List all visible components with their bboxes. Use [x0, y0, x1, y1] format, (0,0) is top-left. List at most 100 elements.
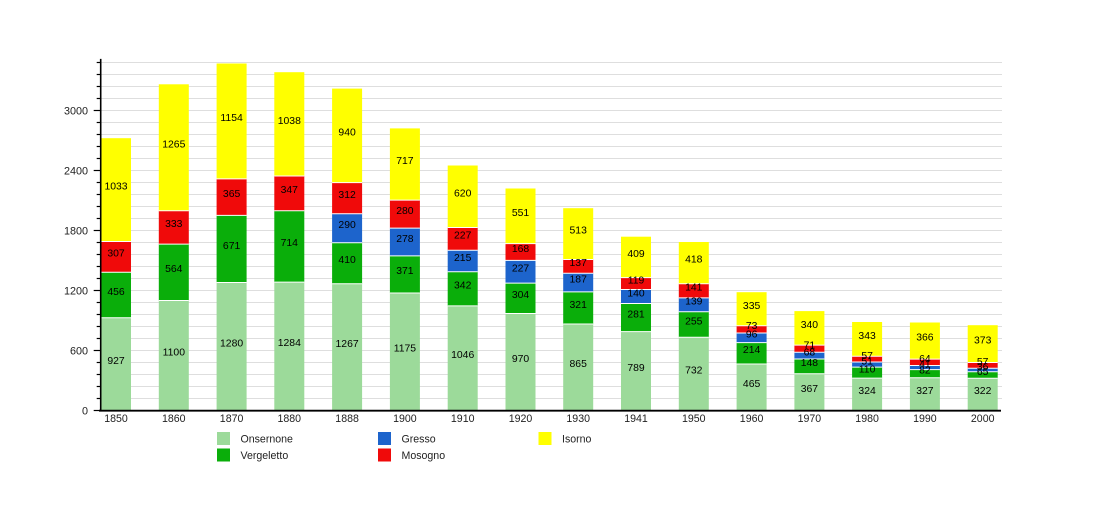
svg-text:1038: 1038	[278, 116, 301, 127]
svg-text:1950: 1950	[682, 413, 706, 425]
svg-text:57: 57	[977, 357, 989, 368]
svg-text:1870: 1870	[220, 413, 244, 425]
svg-text:140: 140	[627, 288, 645, 299]
svg-text:1175: 1175	[394, 344, 417, 355]
svg-text:Vergeletto: Vergeletto	[241, 450, 289, 462]
svg-text:Mosogno: Mosogno	[402, 450, 446, 462]
svg-text:139: 139	[685, 297, 703, 308]
svg-text:1850: 1850	[104, 413, 128, 425]
svg-text:1970: 1970	[798, 413, 822, 425]
svg-text:1960: 1960	[740, 413, 764, 425]
svg-text:168: 168	[512, 244, 530, 255]
svg-text:65: 65	[977, 367, 989, 378]
svg-text:343: 343	[858, 331, 876, 342]
svg-text:2400: 2400	[64, 165, 88, 177]
svg-text:620: 620	[454, 188, 472, 199]
svg-text:215: 215	[454, 253, 472, 264]
svg-text:1990: 1990	[913, 413, 937, 425]
svg-text:373: 373	[974, 336, 992, 347]
svg-text:304: 304	[512, 290, 530, 301]
svg-text:789: 789	[627, 363, 645, 374]
svg-text:940: 940	[338, 127, 356, 138]
svg-text:1930: 1930	[566, 413, 590, 425]
svg-text:418: 418	[685, 255, 703, 266]
svg-text:1280: 1280	[220, 338, 243, 349]
svg-text:367: 367	[801, 384, 819, 395]
svg-text:187: 187	[570, 274, 588, 285]
svg-text:71: 71	[804, 340, 816, 351]
svg-text:0: 0	[82, 405, 88, 417]
svg-text:312: 312	[338, 190, 356, 201]
svg-text:1888: 1888	[335, 413, 359, 425]
svg-text:324: 324	[858, 386, 876, 397]
svg-text:227: 227	[512, 264, 530, 275]
svg-text:Onsernone: Onsernone	[241, 433, 294, 445]
svg-text:970: 970	[512, 354, 530, 365]
svg-text:307: 307	[107, 249, 125, 260]
svg-text:119: 119	[628, 275, 645, 286]
svg-text:82: 82	[919, 366, 931, 377]
svg-text:281: 281	[627, 309, 645, 320]
svg-text:342: 342	[454, 281, 472, 292]
svg-text:73: 73	[746, 321, 758, 332]
svg-text:64: 64	[919, 354, 931, 365]
svg-text:1284: 1284	[278, 338, 301, 349]
svg-text:564: 564	[165, 264, 183, 275]
svg-text:278: 278	[396, 234, 414, 245]
svg-text:1800: 1800	[64, 225, 88, 237]
svg-text:371: 371	[396, 266, 414, 277]
svg-text:51: 51	[861, 356, 873, 367]
svg-text:1860: 1860	[162, 413, 186, 425]
svg-text:409: 409	[627, 249, 645, 260]
svg-text:671: 671	[223, 241, 241, 252]
svg-text:57: 57	[861, 351, 873, 362]
svg-text:Isorno: Isorno	[562, 433, 592, 445]
svg-text:280: 280	[396, 206, 414, 217]
svg-text:110: 110	[859, 364, 876, 375]
svg-text:68: 68	[804, 347, 816, 358]
svg-text:3000: 3000	[64, 105, 88, 117]
svg-text:214: 214	[743, 345, 761, 356]
svg-text:96: 96	[746, 330, 758, 341]
svg-text:36: 36	[977, 362, 989, 373]
svg-text:340: 340	[801, 320, 819, 331]
svg-text:322: 322	[974, 386, 992, 397]
svg-text:465: 465	[743, 379, 761, 390]
svg-text:327: 327	[916, 386, 934, 397]
svg-text:255: 255	[685, 316, 703, 327]
svg-text:2000: 2000	[971, 413, 995, 425]
svg-text:1910: 1910	[451, 413, 475, 425]
svg-text:1154: 1154	[220, 113, 243, 124]
svg-text:41: 41	[919, 359, 931, 370]
svg-text:333: 333	[165, 219, 183, 230]
svg-text:1265: 1265	[162, 139, 185, 150]
svg-text:717: 717	[396, 156, 414, 167]
svg-text:1100: 1100	[163, 347, 186, 358]
svg-text:456: 456	[107, 287, 125, 298]
svg-text:1900: 1900	[393, 413, 417, 425]
svg-text:1941: 1941	[624, 413, 648, 425]
svg-text:732: 732	[685, 366, 703, 377]
svg-text:365: 365	[223, 189, 241, 200]
svg-text:1200: 1200	[64, 285, 88, 297]
svg-text:141: 141	[685, 283, 703, 294]
svg-text:1046: 1046	[451, 350, 474, 361]
svg-text:1033: 1033	[104, 182, 127, 193]
svg-text:335: 335	[743, 301, 761, 312]
svg-text:Gresso: Gresso	[402, 433, 436, 445]
svg-text:1980: 1980	[855, 413, 879, 425]
svg-text:137: 137	[570, 258, 588, 269]
svg-text:148: 148	[801, 358, 819, 369]
svg-text:714: 714	[281, 238, 299, 249]
svg-text:366: 366	[916, 333, 934, 344]
svg-text:865: 865	[570, 359, 588, 370]
svg-text:410: 410	[338, 255, 356, 266]
svg-text:290: 290	[338, 220, 356, 231]
svg-text:1920: 1920	[509, 413, 533, 425]
svg-text:227: 227	[454, 231, 472, 242]
svg-text:321: 321	[570, 300, 588, 311]
svg-text:600: 600	[70, 345, 88, 357]
svg-text:1267: 1267	[336, 339, 359, 350]
svg-text:1880: 1880	[278, 413, 302, 425]
svg-text:551: 551	[512, 208, 530, 219]
